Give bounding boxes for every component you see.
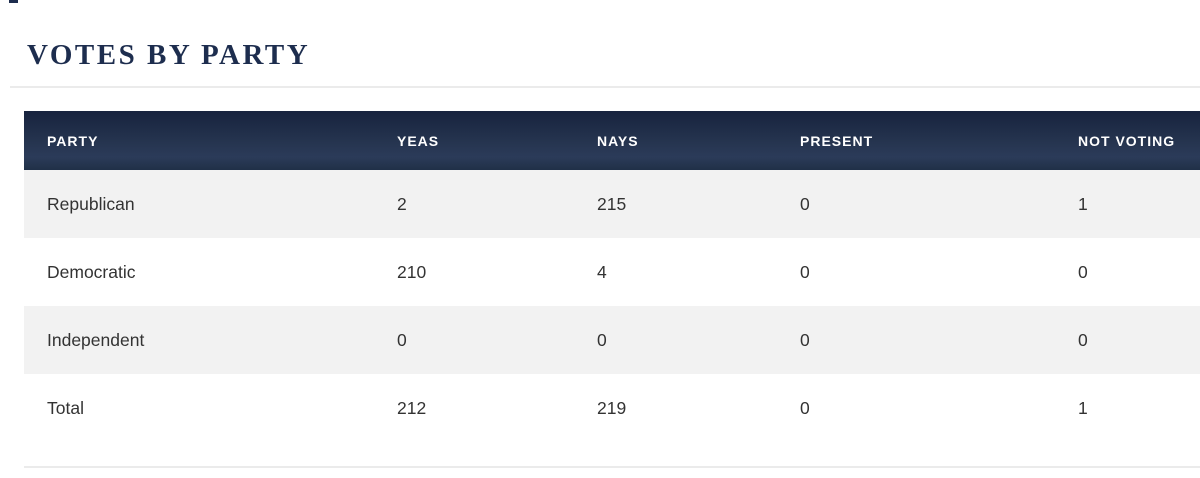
nays-cell: 4 bbox=[597, 261, 607, 282]
not-voting-cell: 1 bbox=[1078, 397, 1088, 418]
party-name-cell: Democratic bbox=[47, 261, 136, 282]
present-cell: 0 bbox=[800, 397, 810, 418]
yeas-cell: 0 bbox=[397, 329, 407, 350]
nays-cell: 219 bbox=[597, 397, 627, 418]
votes-by-party-table: PARTY YEAS NAYS PRESENT NOT VOTING Repub… bbox=[24, 111, 1200, 442]
party-name-cell: Total bbox=[47, 397, 84, 418]
yeas-cell: 212 bbox=[397, 397, 427, 418]
table-header-row: PARTY YEAS NAYS PRESENT NOT VOTING bbox=[24, 111, 1200, 170]
table-row-total: Total 212 219 0 1 bbox=[24, 374, 1200, 442]
column-header-not-voting: NOT VOTING bbox=[1078, 132, 1176, 149]
present-cell: 0 bbox=[800, 329, 810, 350]
column-header-nays: NAYS bbox=[597, 132, 639, 149]
nays-cell: 215 bbox=[597, 193, 627, 214]
column-header-present: PRESENT bbox=[800, 132, 874, 149]
top-divider bbox=[10, 86, 1200, 88]
nays-cell: 0 bbox=[597, 329, 607, 350]
column-header-yeas: YEAS bbox=[397, 132, 440, 149]
present-cell: 0 bbox=[800, 261, 810, 282]
party-name-cell: Republican bbox=[47, 193, 135, 214]
not-voting-cell: 0 bbox=[1078, 329, 1088, 350]
table-row-republican: Republican 2 215 0 1 bbox=[24, 170, 1200, 238]
table-row-democratic: Democratic 210 4 0 0 bbox=[24, 238, 1200, 306]
present-cell: 0 bbox=[800, 193, 810, 214]
column-header-party: PARTY bbox=[47, 132, 99, 149]
not-voting-cell: 1 bbox=[1078, 193, 1088, 214]
yeas-cell: 2 bbox=[397, 193, 407, 214]
not-voting-cell: 0 bbox=[1078, 261, 1088, 282]
party-name-cell: Independent bbox=[47, 329, 145, 350]
cropped-content-speck bbox=[9, 0, 18, 3]
yeas-cell: 210 bbox=[397, 261, 427, 282]
bottom-divider bbox=[24, 466, 1200, 468]
table-row-independent: Independent 0 0 0 0 bbox=[24, 306, 1200, 374]
page-title: VOTES BY PARTY bbox=[27, 39, 311, 72]
